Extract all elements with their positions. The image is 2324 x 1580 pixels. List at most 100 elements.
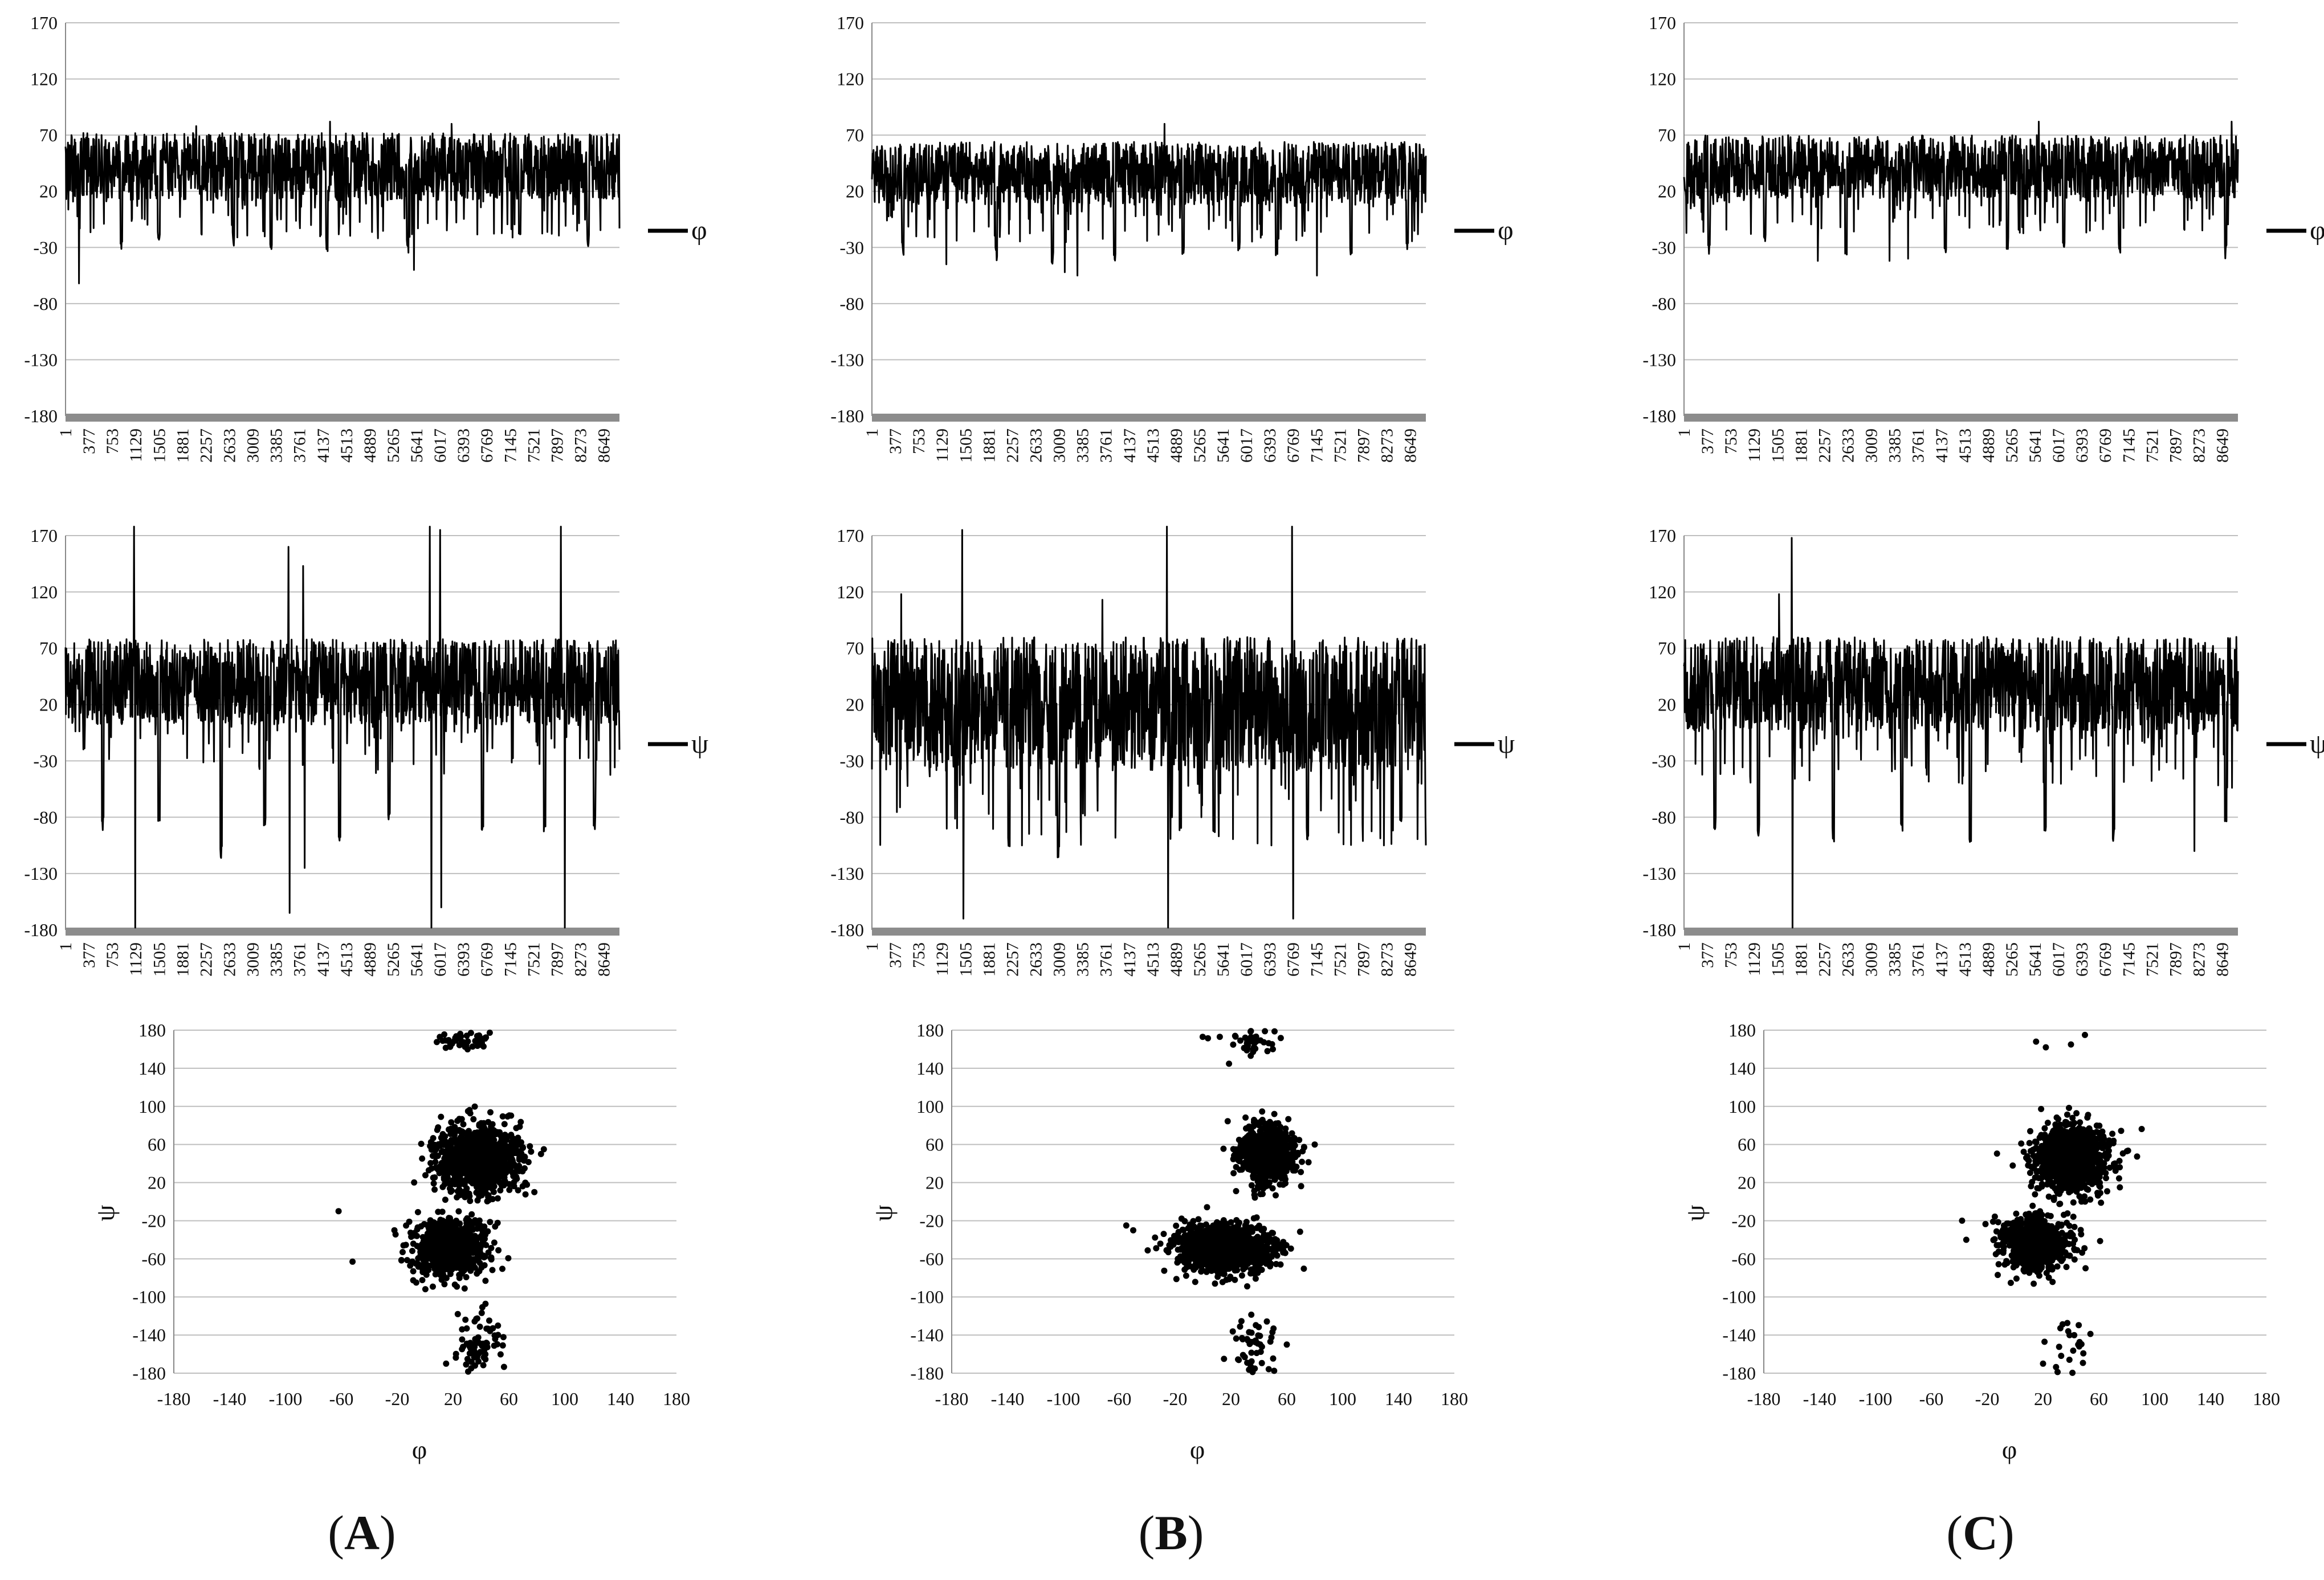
x-tick-label: 7897 (548, 942, 566, 977)
scatter-point (491, 1239, 498, 1246)
scatter-point (1267, 1246, 1274, 1252)
scatter-point (476, 1234, 483, 1241)
scatter-point (1240, 1336, 1246, 1342)
scatter-point (495, 1247, 502, 1254)
scatter-point (1238, 1272, 1245, 1279)
scatter-point (518, 1150, 525, 1157)
scatter-point (1173, 1276, 1180, 1283)
y-tick-label: -180 (910, 1363, 944, 1383)
scatter-point (398, 1257, 405, 1263)
x-tick-label: 5265 (384, 942, 403, 977)
scatter-point (1259, 1108, 1266, 1115)
y-tick-label: 170 (1649, 525, 1676, 546)
scatter-point (2044, 1120, 2051, 1126)
scatter-point (403, 1222, 410, 1229)
x-tick-label: 3761 (1909, 428, 1928, 463)
scatter-point (399, 1249, 406, 1255)
x-tick-label: -180 (935, 1389, 969, 1409)
x-tick-label: -100 (269, 1389, 303, 1409)
scatter-point (1300, 1265, 1307, 1272)
x-tick-label: 4513 (337, 428, 356, 463)
scatter-point (504, 1154, 511, 1161)
scatter-point (1177, 1253, 1184, 1260)
scatter-point (463, 1325, 470, 1332)
x-tick-label: 180 (2253, 1389, 2280, 1409)
scatter-point (457, 1265, 464, 1272)
x-tick-label: 1 (1675, 428, 1694, 437)
scatter-point (431, 1186, 438, 1193)
y-tick-label: 180 (138, 1020, 166, 1040)
scatter-point (1254, 1249, 1261, 1256)
scatter-point (457, 1161, 464, 1167)
scatter-point (1221, 1271, 1228, 1277)
scatter-point (431, 1236, 438, 1243)
scatter-point (505, 1255, 512, 1261)
scatter-point (1282, 1125, 1289, 1132)
scatter-point (427, 1247, 434, 1253)
scatter-point (422, 1247, 429, 1254)
x-tick-label: 6017 (1237, 942, 1256, 977)
y-tick-label: 170 (1649, 13, 1676, 33)
x-tick-label: 4137 (1120, 428, 1139, 463)
y-tick-label: -80 (33, 293, 58, 314)
scatter-point (1157, 1240, 1164, 1247)
scatter-point (452, 1035, 459, 1042)
scatter-point (1235, 1146, 1242, 1153)
scatter-point (501, 1173, 508, 1179)
y-tick-label: -180 (24, 406, 58, 426)
y-tick-label: -180 (830, 406, 864, 426)
scatter-point (1233, 1234, 1240, 1240)
scatter-point (1224, 1118, 1231, 1125)
scatter-point (1282, 1141, 1289, 1148)
legend-label: φ (691, 215, 707, 246)
scatter-point (430, 1174, 437, 1181)
x-tick-label: 6017 (2049, 942, 2068, 977)
scatter-point (424, 1255, 431, 1262)
y-axis-label: ψ (91, 1205, 120, 1221)
scatter-point (1265, 1239, 1272, 1246)
scatter-point (1250, 1035, 1257, 1042)
scatter-point (1221, 1356, 1228, 1362)
scatter-point (1254, 1269, 1261, 1276)
scatter-point (499, 1342, 506, 1349)
y-tick-label: -180 (132, 1363, 166, 1383)
x-tick-label: 7897 (2166, 428, 2185, 463)
x-tick-label: 6017 (1237, 428, 1256, 463)
scatter-point (1210, 1239, 1217, 1246)
x-tick-label: 6393 (1261, 428, 1279, 463)
scatter-point (1183, 1272, 1189, 1279)
scatter-point (447, 1043, 454, 1050)
x-tick-label: 7521 (2143, 942, 2162, 977)
scatter-point (430, 1135, 437, 1141)
scatter-point (411, 1232, 418, 1239)
scatter-point (1244, 1359, 1251, 1366)
scatter-point (1262, 1028, 1269, 1035)
scatter-point (391, 1227, 398, 1234)
x-tick-label: 1 (863, 428, 882, 437)
scatter-point (452, 1154, 459, 1161)
x-tick-label: 7897 (548, 428, 566, 463)
scatter-point (1280, 1181, 1287, 1188)
y-tick-label: -180 (24, 920, 58, 940)
scatter-point (462, 1142, 468, 1149)
x-axis-label: φ (412, 1435, 427, 1464)
scatter-point (1202, 1254, 1209, 1260)
scatter-point (1212, 1227, 1218, 1234)
scatter-point (463, 1361, 470, 1368)
scatter-point (410, 1268, 417, 1275)
scatter-point (1296, 1228, 1303, 1235)
scatter-point (475, 1166, 482, 1173)
y-tick-label: 100 (916, 1096, 944, 1117)
scatter-point (432, 1158, 439, 1165)
scatter-point (459, 1326, 466, 1333)
x-tick-label: 4513 (1144, 942, 1163, 977)
scatter-point (487, 1182, 494, 1189)
scatter-point (1233, 1335, 1240, 1342)
y-tick-label: -140 (1722, 1325, 1756, 1345)
scatter-point (466, 1246, 472, 1252)
scatter-point (483, 1136, 490, 1142)
x-tick-label: 1881 (980, 942, 998, 977)
series-line-psi (64, 525, 621, 929)
scatter-point (433, 1225, 440, 1232)
